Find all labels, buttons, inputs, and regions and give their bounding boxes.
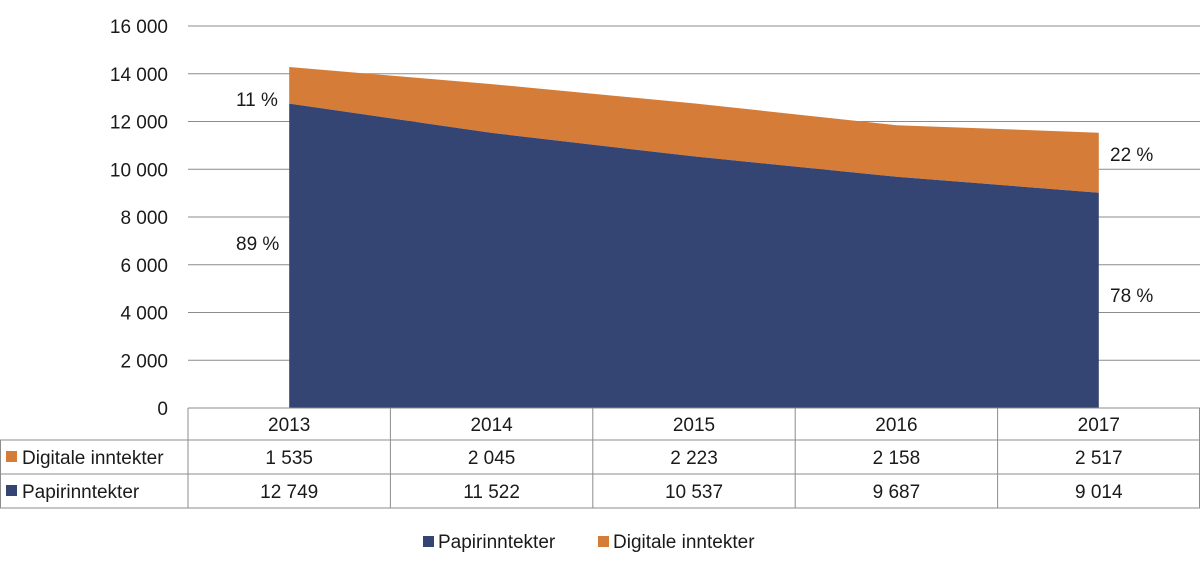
- y-tick-label: 6 000: [120, 256, 168, 277]
- x-tick-label: 2013: [268, 415, 310, 436]
- y-tick-label: 4 000: [120, 304, 168, 325]
- table-cell-value: 11 522: [463, 482, 520, 503]
- y-tick-label: 8 000: [120, 208, 168, 229]
- y-tick-label: 10 000: [110, 160, 168, 181]
- y-tick-label: 12 000: [110, 113, 168, 134]
- x-tick-label: 2017: [1078, 415, 1120, 436]
- annotation-digital-share-2017: 22 %: [1110, 145, 1153, 166]
- x-tick-label: 2016: [875, 415, 917, 436]
- y-tick-label: 16 000: [110, 17, 168, 38]
- table-cell-value: 2 158: [873, 448, 921, 469]
- table-cell-value: 2 517: [1075, 448, 1123, 469]
- annotation-digital-share-2013: 11 %: [236, 90, 278, 111]
- y-tick-label: 2 000: [120, 351, 168, 372]
- y-tick-label: 14 000: [110, 65, 168, 86]
- table-row-label: Papirinntekter: [22, 482, 140, 503]
- table-cell-value: 2 223: [670, 448, 718, 469]
- table-cell-value: 9 014: [1075, 482, 1123, 503]
- table-cell-value: 10 537: [665, 482, 723, 503]
- table-cell-value: 9 687: [873, 482, 921, 503]
- legend-label-digitale-inntekter: Digitale inntekter: [613, 532, 755, 553]
- annotation-paper-share-2017: 78 %: [1110, 286, 1153, 307]
- table-cell-value: 12 749: [260, 482, 318, 503]
- table-row-label: Digitale inntekter: [22, 448, 164, 469]
- legend-swatch-digitale-inntekter: [598, 536, 609, 547]
- y-tick-label: 0: [157, 399, 168, 420]
- table-legend-swatch: [6, 485, 17, 496]
- area-digitale-inntekter: [289, 66, 1099, 193]
- x-tick-label: 2015: [673, 415, 715, 436]
- table-cell-value: 1 535: [265, 448, 313, 469]
- table-cell-value: 2 045: [468, 448, 516, 469]
- x-tick-label: 2014: [470, 415, 513, 436]
- legend-swatch-papirinntekter: [423, 536, 434, 547]
- legend-label-papirinntekter: Papirinntekter: [438, 532, 556, 553]
- annotation-paper-share-2013: 89 %: [236, 234, 279, 255]
- table-legend-swatch: [6, 451, 17, 462]
- area-papirinntekter: [289, 103, 1099, 409]
